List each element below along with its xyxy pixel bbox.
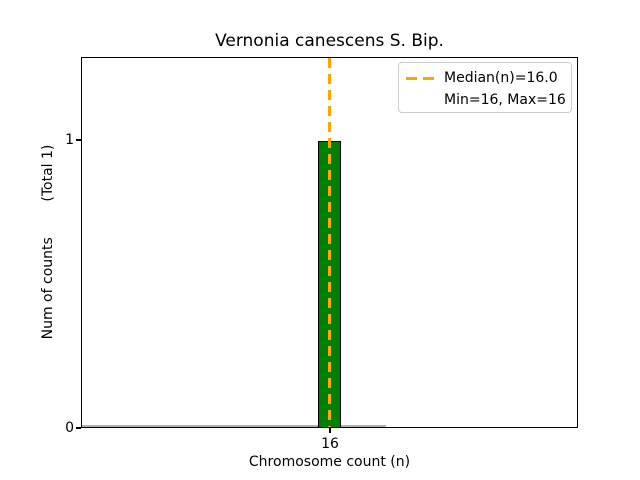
plot-area: Median(n)=16.0 Min=16, Max=16 (81, 57, 578, 428)
ytick-label-0: 0 (65, 420, 74, 436)
ytick-mark-0 (76, 427, 81, 429)
legend-label-median: Median(n)=16.0 (444, 70, 558, 86)
x-axis-label: Chromosome count (n) (248, 454, 411, 470)
ytick-mark-1 (76, 139, 81, 141)
legend: Median(n)=16.0 Min=16, Max=16 (398, 62, 572, 113)
legend-item-median: Median(n)=16.0 (406, 67, 571, 89)
legend-dashed-line-sample (406, 76, 434, 80)
ytick-label-1: 1 (65, 132, 74, 148)
zero-count-baseline (82, 425, 386, 427)
median-dashed-line (328, 58, 331, 427)
legend-label-minmax: Min=16, Max=16 (444, 92, 566, 108)
xtick-label-16: 16 (321, 436, 339, 452)
y-axis-label: Num of counts (Total 1) (40, 144, 56, 340)
legend-empty-sample (406, 99, 434, 102)
legend-item-minmax: Min=16, Max=16 (406, 89, 571, 111)
xtick-mark-16 (329, 428, 331, 433)
chart-title: Vernonia canescens S. Bip. (215, 31, 444, 51)
